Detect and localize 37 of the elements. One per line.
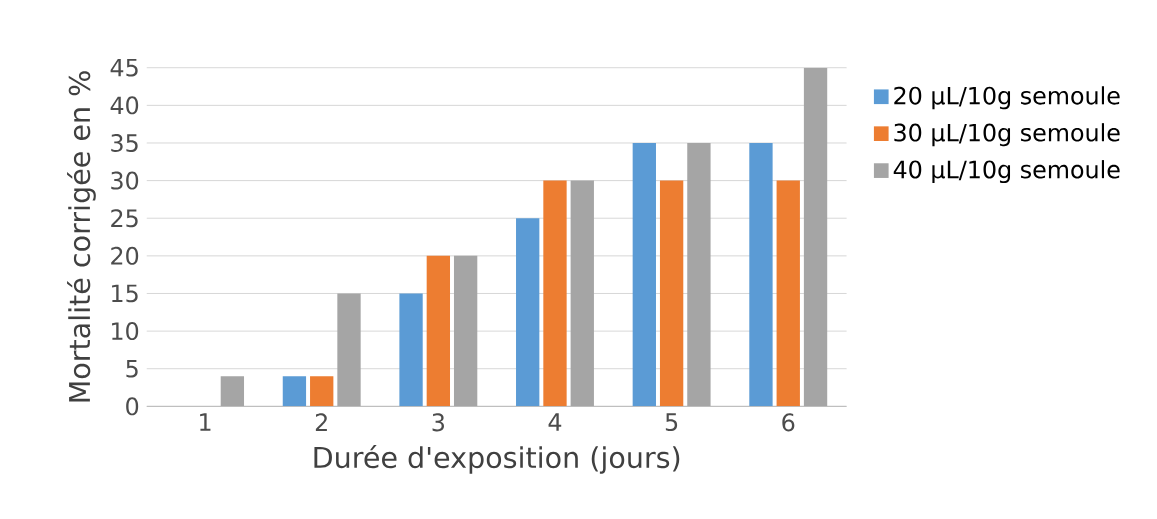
bar	[659, 180, 684, 407]
y-tick-label: 35	[111, 133, 138, 152]
x-tick-label: 1	[200, 413, 211, 431]
x-tick-label: 6	[782, 413, 795, 432]
y-tick-label: 30	[111, 171, 139, 190]
y-tick-label: 45	[110, 58, 138, 77]
bar	[399, 293, 423, 407]
y-axis-title: Mortalité corrigée en %	[67, 71, 96, 402]
x-tick-label: 2	[315, 413, 327, 431]
x-tick-label: 3	[432, 413, 444, 432]
bar	[426, 255, 451, 407]
y-tick-label: 0	[126, 397, 139, 416]
bar	[282, 376, 307, 407]
x-tick-label: 5	[665, 413, 678, 431]
y-tick-label: 40	[110, 96, 139, 115]
legend-label: 30 µL/10g semoule	[894, 123, 1120, 147]
bar	[220, 376, 245, 407]
y-tick-label: 25	[111, 209, 138, 228]
bar	[803, 67, 828, 407]
y-tick-label: 20	[111, 246, 139, 265]
y-tick-label: 5	[126, 359, 138, 378]
x-axis-title: Durée d'exposition (jours)	[314, 444, 680, 474]
bar	[516, 218, 540, 407]
y-tick-label: 10	[112, 322, 139, 341]
legend-label: 20 µL/10g semoule	[894, 86, 1120, 110]
bar	[632, 142, 656, 407]
legend-label: 40 µL/10g semoule	[893, 159, 1120, 183]
bar	[749, 142, 773, 407]
bar	[687, 142, 711, 407]
bar	[453, 255, 478, 407]
x-tick-label: 4	[548, 413, 562, 431]
bar	[776, 180, 800, 407]
bar	[337, 293, 361, 407]
bar	[310, 376, 334, 407]
y-tick-label: 15	[112, 284, 138, 303]
bar	[543, 180, 567, 407]
bar	[570, 180, 594, 407]
